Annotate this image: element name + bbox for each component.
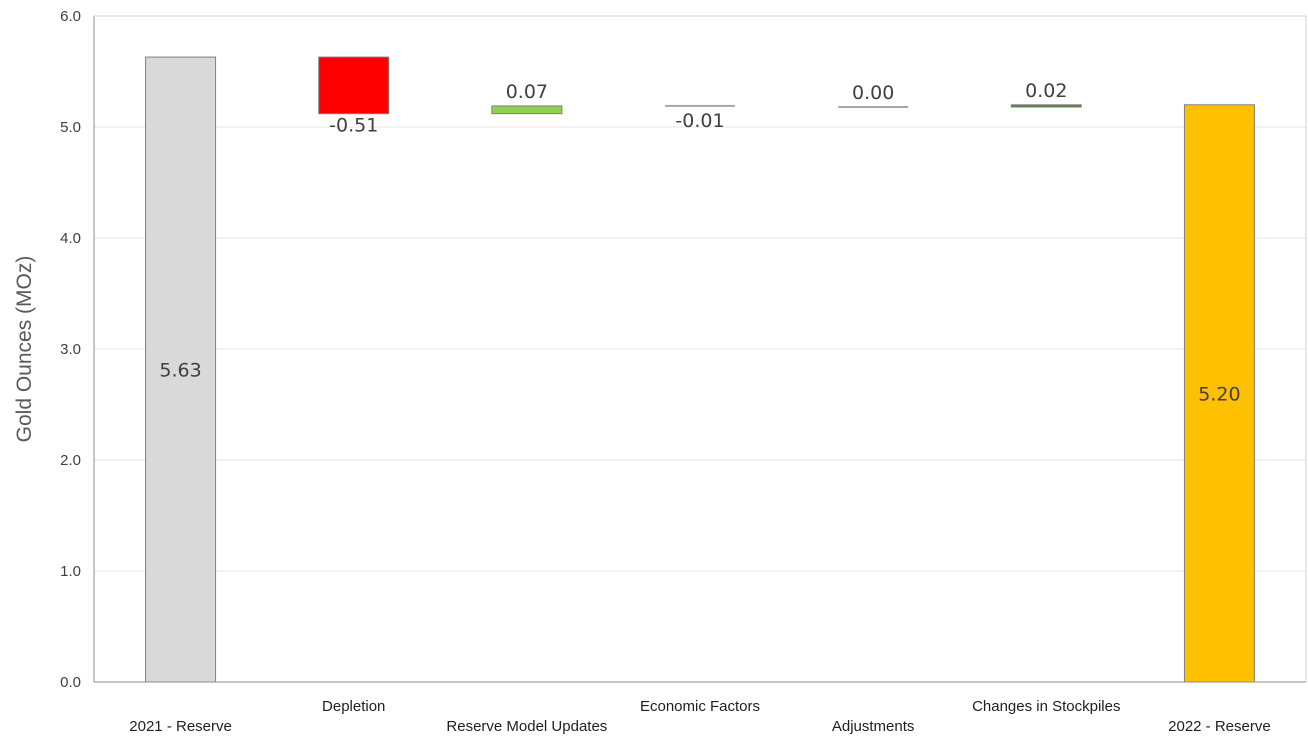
data-label: -0.01: [675, 110, 724, 132]
x-axis-categories: 2021 - Reserve Depletion Reserve Model Upd…: [129, 698, 1270, 735]
waterfall-bar: [492, 106, 562, 114]
x-category-label: Changes in Stockpiles: [972, 698, 1120, 715]
y-axis-ticks: 0.0 1.0 2.0 3.0 4.0 5.0 6.0: [60, 8, 81, 691]
data-label: -0.51: [329, 115, 378, 137]
waterfall-bar: [665, 105, 735, 107]
y-tick-label: 5.0: [60, 119, 81, 136]
bars: [146, 57, 1255, 682]
data-label: 0.07: [506, 81, 548, 103]
data-label: 5.63: [159, 360, 201, 382]
waterfall-bar: [319, 57, 389, 114]
y-tick-label: 4.0: [60, 230, 81, 247]
y-tick-label: 1.0: [60, 563, 81, 580]
y-tick-label: 3.0: [60, 341, 81, 358]
waterfall-bar: [1011, 105, 1081, 107]
data-label: 0.00: [852, 82, 894, 104]
y-axis-title: Gold Ounces (MOz): [13, 256, 36, 443]
y-tick-label: 6.0: [60, 8, 81, 25]
x-category-label: Economic Factors: [640, 698, 760, 715]
data-label: 0.02: [1025, 80, 1067, 102]
y-tick-label: 0.0: [60, 674, 81, 691]
data-label: 5.20: [1198, 383, 1240, 405]
data-labels: 5.63 -0.51 0.07 -0.01 0.00 0.02 5.20: [159, 80, 1240, 406]
x-category-label: Depletion: [322, 698, 385, 715]
waterfall-bar: [838, 106, 908, 108]
gridlines: [94, 127, 1306, 571]
x-category-label: Adjustments: [832, 718, 915, 735]
x-category-label: 2022 - Reserve: [1168, 718, 1271, 735]
x-category-label: 2021 - Reserve: [129, 718, 232, 735]
y-tick-label: 2.0: [60, 452, 81, 469]
x-category-label: Reserve Model Updates: [446, 718, 607, 735]
